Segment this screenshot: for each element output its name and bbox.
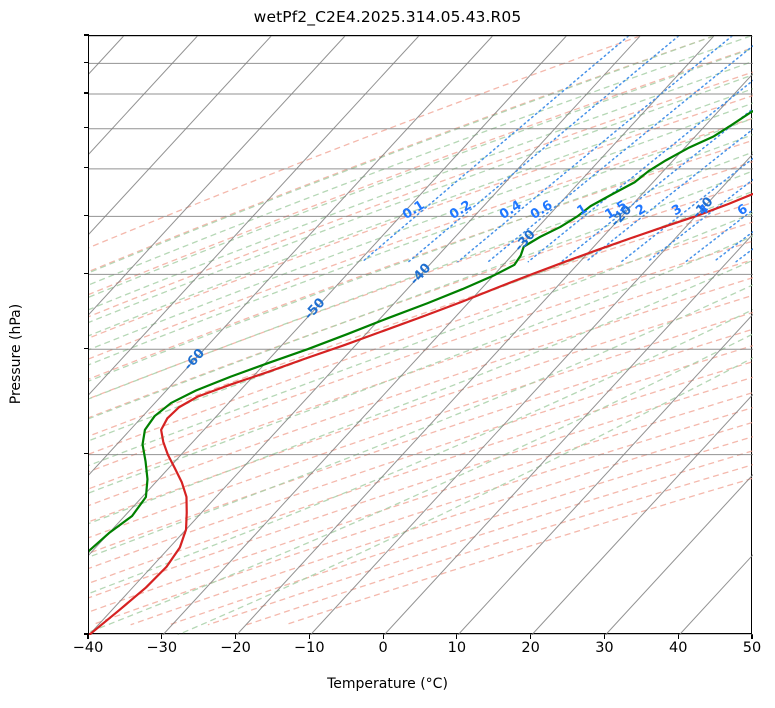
x-tick-mark [530,634,532,639]
x-tick-label: −20 [220,640,251,656]
x-tick-label: 40 [668,640,688,656]
y-tick-mark [83,92,89,94]
page-title: wetPf2_C2E4.2025.314.05.43.R05 [253,8,522,26]
y-tick-mark [83,61,89,63]
profile-temperature [89,192,753,635]
x-tick-label: 0 [378,640,388,656]
x-axis-label: Temperature (°C) [327,676,448,692]
x-tick-label: −30 [146,640,178,656]
y-axis-ticks: 1002003004005006007008009001000 [0,0,89,708]
x-tick-mark [234,634,237,639]
isotherm-lines [89,36,753,635]
mixing-ratio-label: 0.2 [447,198,474,223]
plot-area[interactable]: -100-90-80-70-60-50-40-30-20-10010203040… [88,35,753,635]
profile-dewpoint [89,109,753,554]
mixing-ratio-label: 0.6 [528,198,555,223]
x-tick-label: 20 [521,640,540,656]
x-tick-mark [603,634,606,639]
x-tick-label: 50 [742,640,762,656]
y-tick-mark [83,347,89,349]
x-tick-mark [382,634,384,639]
sounding-profiles [89,109,753,635]
y-tick-mark [83,453,89,455]
mixing-ratio-lines [361,36,753,263]
x-tick-label: 30 [595,640,614,656]
skewt-canvas: -100-90-80-70-60-50-40-30-20-10010203040… [89,36,753,635]
y-tick-mark [83,34,89,36]
y-tick-mark [83,633,89,635]
isobar-lines [89,36,753,635]
x-tick-mark [677,634,679,639]
x-tick-label: −40 [72,640,104,656]
x-tick-mark [751,634,753,639]
x-tick-mark [161,634,163,639]
x-tick-label: −10 [294,640,325,656]
mixing-ratio-label: 0.1 [400,198,427,223]
x-tick-mark [87,634,89,639]
dry-adiabat-lines [89,36,753,626]
x-tick-mark [456,634,458,639]
y-tick-mark [83,127,89,129]
y-tick-mark [83,272,89,274]
y-tick-mark [83,214,89,216]
x-tick-mark [308,634,310,639]
x-tick-label: 10 [447,640,467,656]
y-tick-mark [83,167,89,169]
